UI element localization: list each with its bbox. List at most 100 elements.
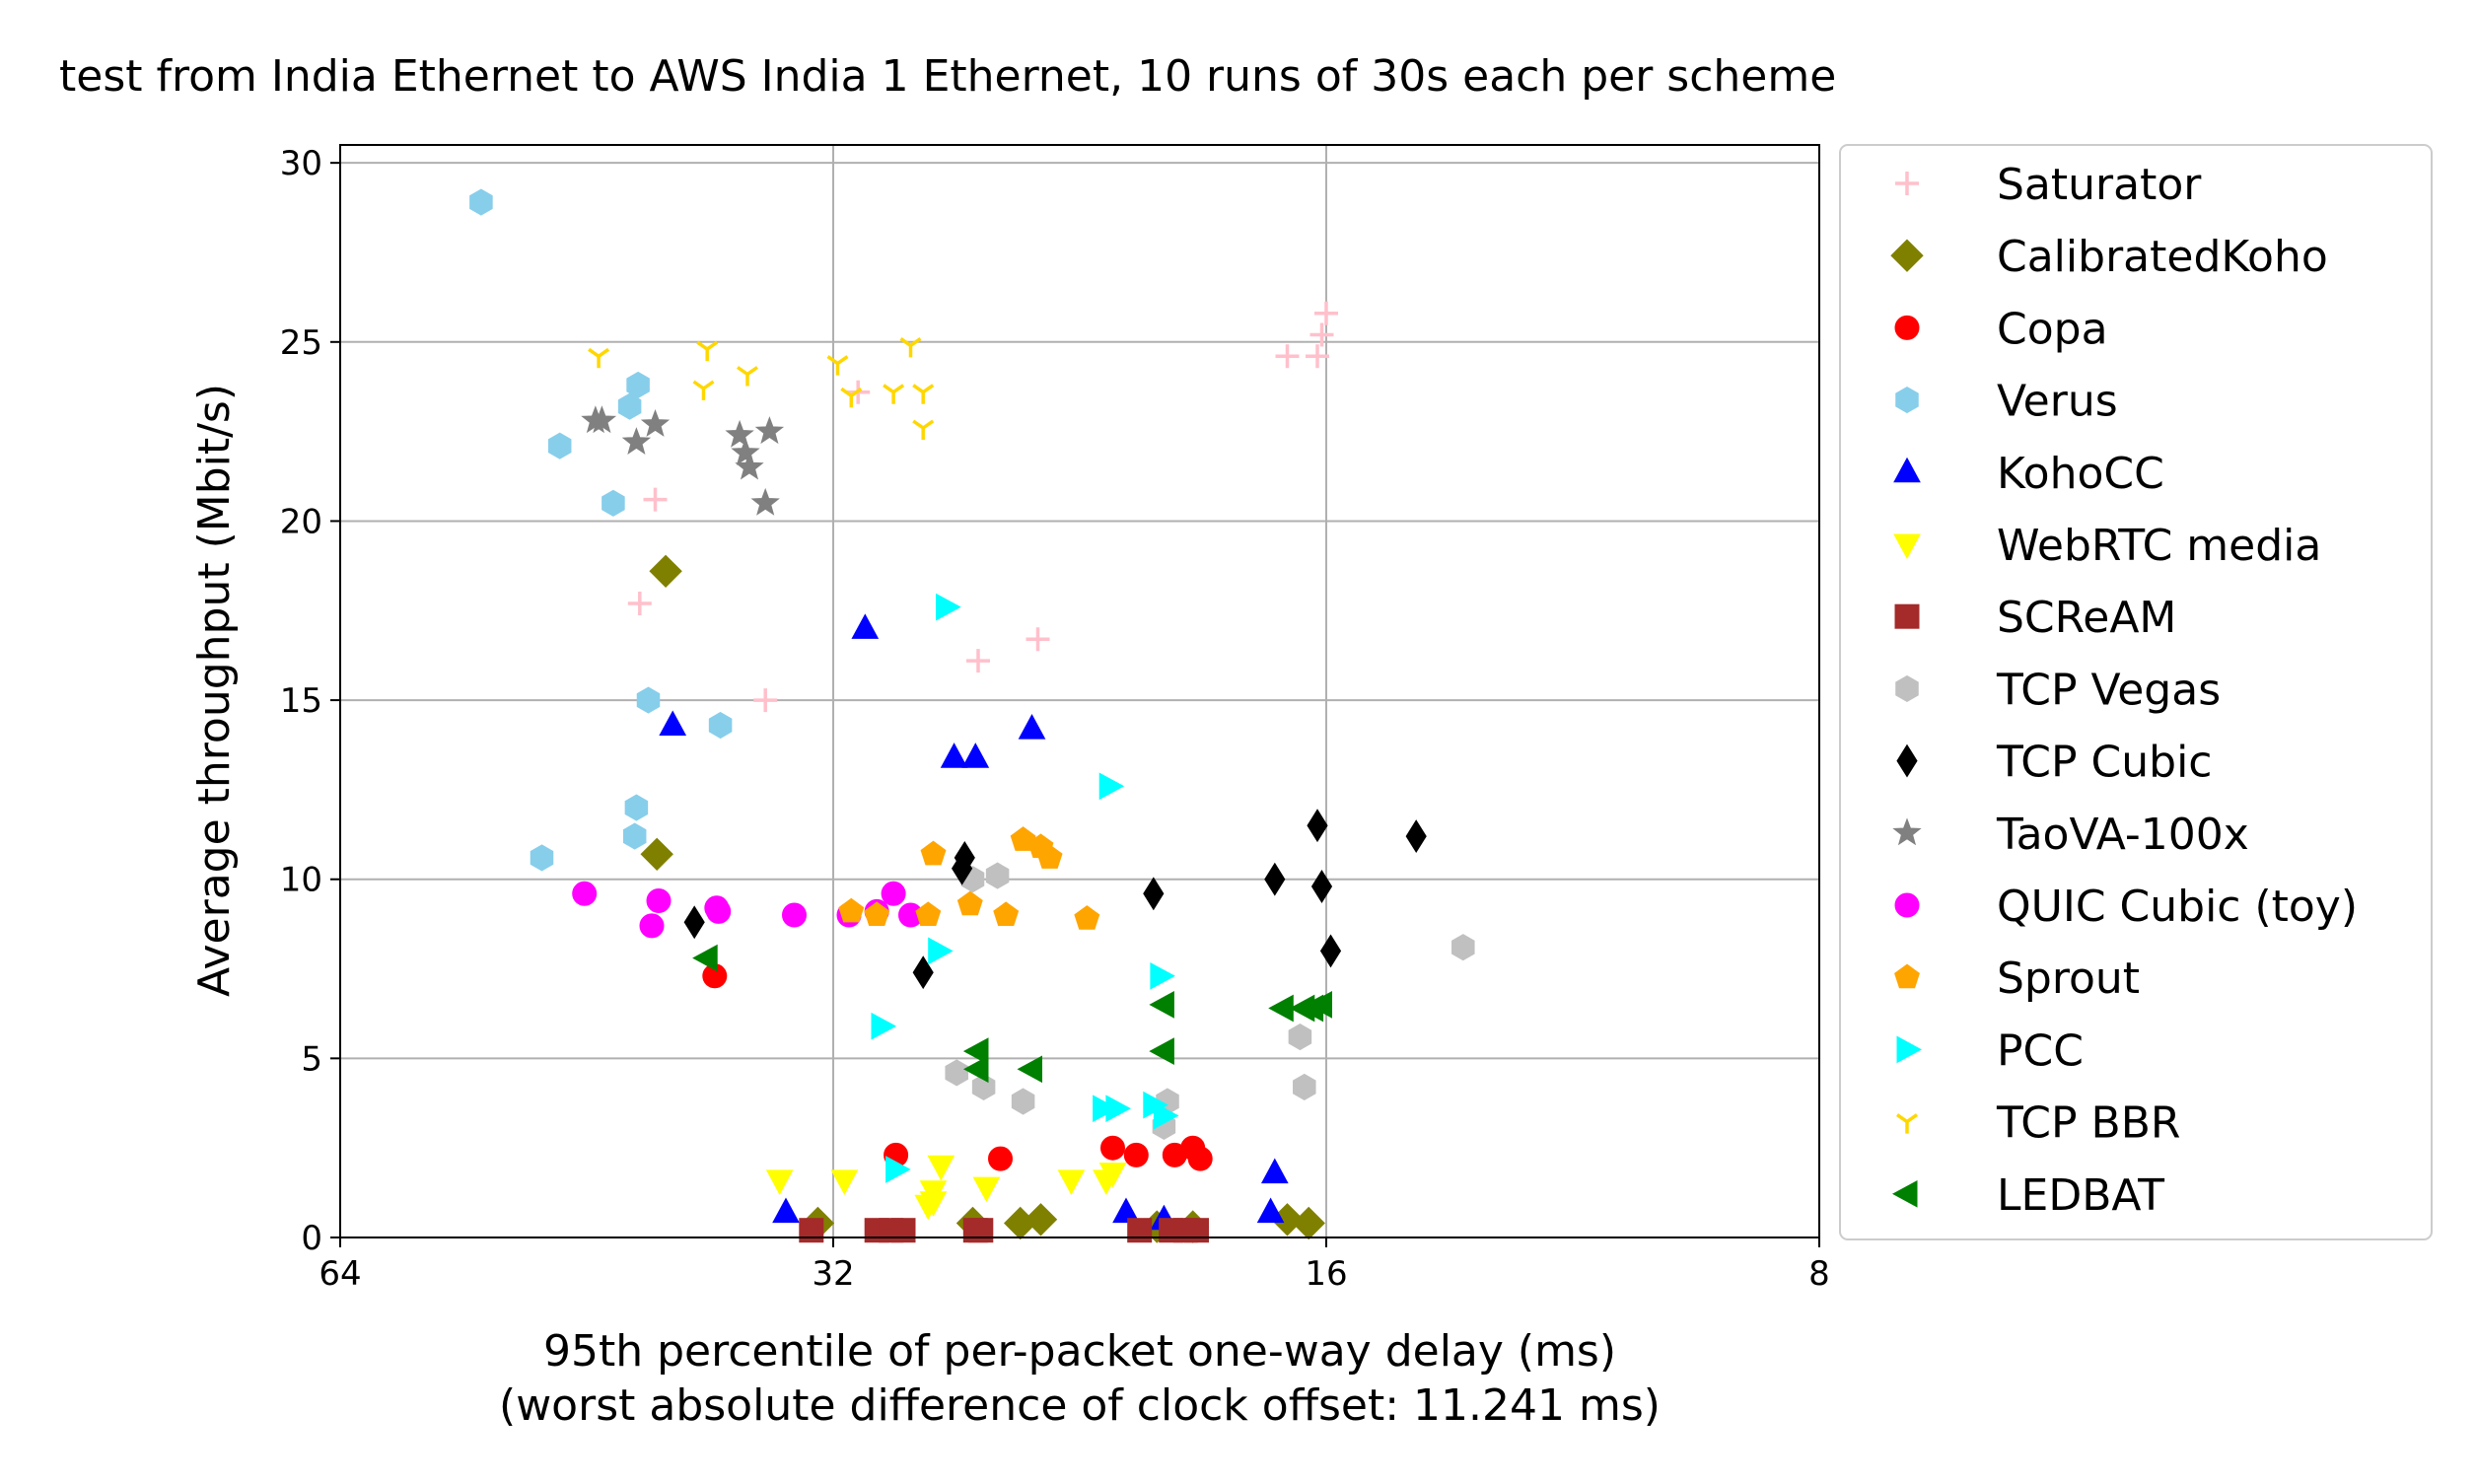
data-point xyxy=(961,742,990,768)
data-point xyxy=(725,419,754,448)
legend-label: TCP Vegas xyxy=(1996,665,2221,715)
data-point xyxy=(940,742,968,768)
series-calibratedkoho xyxy=(640,554,1325,1243)
legend-frame xyxy=(1839,144,2433,1240)
data-point xyxy=(1264,862,1286,896)
legend-label: QUIC Cubic (toy) xyxy=(1997,882,2358,932)
series-webrtc-media xyxy=(765,1155,1127,1221)
data-point xyxy=(617,392,642,420)
data-point xyxy=(1149,991,1174,1019)
x-axis-ticks: 64 32 16 8 xyxy=(318,1237,1830,1294)
data-point xyxy=(735,452,764,480)
data-point xyxy=(883,384,905,404)
data-point xyxy=(530,844,554,872)
data-point xyxy=(587,405,617,434)
legend-label: TaoVA-100x xyxy=(1996,810,2249,860)
data-point xyxy=(469,188,493,216)
legend-label: WebRTC media xyxy=(1997,521,2321,571)
series-scream xyxy=(799,1218,1209,1243)
y-axis-ticks: 0 5 10 15 20 25 30 xyxy=(280,144,340,1258)
data-point xyxy=(971,1073,996,1100)
legend-label: CalibratedKoho xyxy=(1997,232,2328,282)
data-point xyxy=(927,1155,955,1181)
y-tick-label: 20 xyxy=(280,502,322,541)
legend-marker xyxy=(1895,387,1919,414)
data-point xyxy=(1100,1135,1125,1161)
data-point xyxy=(1307,809,1328,843)
series-sprout xyxy=(838,826,1100,930)
data-point xyxy=(692,380,715,400)
data-point xyxy=(1098,1163,1127,1188)
data-point xyxy=(936,593,961,621)
data-point xyxy=(1405,819,1427,854)
data-point xyxy=(840,387,863,408)
legend-marker xyxy=(1891,1179,1918,1208)
data-point xyxy=(1309,322,1334,347)
legend-label: TCP Cubic xyxy=(1996,738,2213,788)
data-point xyxy=(1105,1095,1131,1123)
data-point xyxy=(782,902,807,928)
data-point xyxy=(1187,1146,1213,1171)
data-point xyxy=(851,613,880,639)
data-point xyxy=(639,913,665,939)
data-point xyxy=(649,554,682,589)
data-point xyxy=(985,862,1010,889)
legend-marker xyxy=(1893,457,1921,483)
data-point xyxy=(1057,1169,1086,1195)
legend-label: Copa xyxy=(1997,304,2108,354)
data-point xyxy=(572,881,598,906)
x-tick-label: 16 xyxy=(1305,1254,1347,1294)
data-point xyxy=(1292,1206,1325,1240)
series-tcp-vegas xyxy=(945,862,1475,1140)
data-point xyxy=(919,1191,948,1217)
data-point xyxy=(636,686,661,714)
legend-marker xyxy=(1893,533,1921,560)
data-point xyxy=(1011,1088,1035,1115)
data-point xyxy=(1098,772,1125,801)
data-point xyxy=(826,355,849,376)
data-point xyxy=(962,1037,989,1065)
legend-label: PCC xyxy=(1997,1025,2084,1076)
data-point xyxy=(1306,344,1329,369)
legend-item-tcp-bbr: TCP BBR xyxy=(1895,1098,2180,1149)
data-point xyxy=(736,366,759,387)
data-point xyxy=(708,711,733,740)
legend-item-tcp-cubic: TCP Cubic xyxy=(1896,738,2213,788)
data-point xyxy=(731,437,760,465)
data-point xyxy=(972,1176,1001,1203)
legend-item-webrtc-media: WebRTC media xyxy=(1893,521,2321,571)
x-axis-label: 95th percentile of per-packet one-way de… xyxy=(543,1326,1616,1377)
data-point xyxy=(915,901,942,927)
data-point xyxy=(772,1197,800,1224)
data-point xyxy=(646,888,672,913)
legend-marker xyxy=(1895,172,1919,195)
x-tick-label: 8 xyxy=(1808,1254,1830,1294)
data-point xyxy=(1093,1095,1118,1123)
legend-item-saturator: Saturator xyxy=(1895,160,2202,210)
data-point xyxy=(750,487,780,516)
data-point xyxy=(1275,344,1300,369)
data-point xyxy=(954,840,975,875)
data-point xyxy=(1074,905,1100,930)
data-point xyxy=(956,890,983,916)
data-point xyxy=(659,710,687,736)
legend-marker xyxy=(1895,1113,1919,1134)
data-point xyxy=(1260,1158,1289,1184)
series-tcp-cubic xyxy=(683,809,1427,990)
legend-marker xyxy=(1894,963,1920,989)
data-point xyxy=(881,881,906,906)
data-point xyxy=(706,898,732,924)
y-tick-label: 25 xyxy=(280,323,322,363)
y-tick-label: 0 xyxy=(301,1219,322,1258)
legend-label: LEDBAT xyxy=(1997,1170,2164,1221)
data-point xyxy=(696,340,719,362)
legend-label: SCReAM xyxy=(1997,593,2176,643)
plot-frame xyxy=(339,144,1820,1238)
data-point xyxy=(1017,1055,1042,1084)
data-point xyxy=(928,937,954,965)
y-axis-label: Average throughput (Mbit/s) xyxy=(189,384,240,997)
data-point xyxy=(1256,1197,1285,1224)
data-point xyxy=(1319,934,1342,968)
data-point xyxy=(1026,627,1050,652)
data-point xyxy=(1127,1218,1153,1243)
